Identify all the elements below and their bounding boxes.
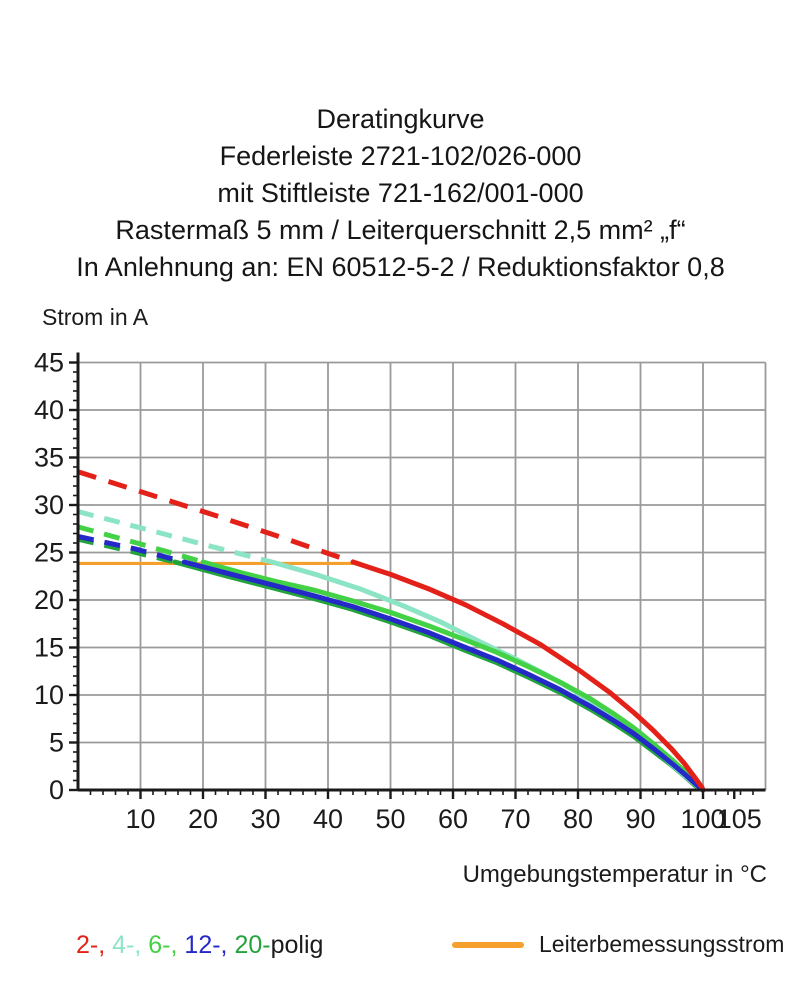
legend-pole-12-label: 12-, <box>184 931 228 959</box>
series-6-polig-dashed <box>77 524 204 565</box>
series-20-polig-dashed <box>77 536 176 565</box>
tick-labels: 0 5 10 15 20 25 30 35 40 45 10 20 30 40 50 60 70 80 90 1001… <box>34 348 762 835</box>
y-tick-label: 0 <box>49 775 64 805</box>
title-line-5: In Anlehnung an: EN 60512-5-2 / Reduktio… <box>76 252 725 282</box>
x-tick-label: 105 <box>717 804 762 834</box>
series-4-polig-dashed <box>77 509 273 565</box>
legend-pole-2-label: 2-, <box>76 931 106 959</box>
chart-title-block: Deratingkurve Federleiste 2721-102/026-0… <box>0 101 801 286</box>
y-tick-label: 15 <box>34 633 64 663</box>
legend-poles-suffix: polig <box>270 931 324 959</box>
x-axis-title: Umgebungstemperatur in °C <box>462 861 767 888</box>
y-tick-label: 20 <box>34 585 64 615</box>
x-tick-label: 10 <box>125 804 155 834</box>
legend-poles: 2-, 4-, 6-, 12-, 20-polig <box>76 931 323 960</box>
title-line-1: Deratingkurve <box>316 104 485 134</box>
series-12-polig-solid <box>181 559 706 793</box>
rated-current-label: Leiterbemessungsstrom <box>539 931 785 957</box>
x-tick-label: 70 <box>500 804 530 834</box>
axis-ticks <box>69 361 754 799</box>
y-tick-label: 5 <box>49 728 64 758</box>
series-2-polig-solid <box>350 559 706 793</box>
title-line-2: Federleiste 2721-102/026-000 <box>219 141 582 171</box>
x-tick-label: 20 <box>188 804 218 834</box>
axes <box>76 352 766 792</box>
title-line-4: Rastermaß 5 mm / Leiterquerschnitt 2,5 m… <box>115 215 686 245</box>
legend-rated-current: Leiterbemessungsstrom <box>452 931 784 958</box>
grid-lines <box>78 361 767 790</box>
series-6-polig-solid <box>200 559 706 793</box>
y-tick-label: 45 <box>34 348 64 378</box>
y-tick-label: 30 <box>34 490 64 520</box>
y-axis-title: Strom in A <box>42 304 149 330</box>
x-tick-label: 80 <box>563 804 593 834</box>
rated-current-line-swatch <box>452 941 524 948</box>
x-tick-label: 100 <box>680 804 725 834</box>
legend-pole-20-label: 20- <box>234 931 271 959</box>
x-tick-label: 50 <box>375 804 405 834</box>
x-tick-label: 90 <box>625 804 655 834</box>
title-line-3: mit Stiftleiste 721-162/001-000 <box>217 178 584 208</box>
y-tick-label: 40 <box>34 395 64 425</box>
y-tick-label: 10 <box>34 680 64 710</box>
x-tick-label: 30 <box>250 804 280 834</box>
series-20-polig-solid <box>172 559 706 793</box>
legend-pole-4-label: 4-, <box>112 931 142 959</box>
legend-pole-6-label: 6-, <box>148 931 178 959</box>
y-tick-label: 25 <box>34 538 64 568</box>
y-tick-label: 35 <box>34 443 64 473</box>
series-12-polig-dashed <box>77 533 185 565</box>
series-2-polig-dashed <box>77 469 354 565</box>
x-tick-label: 60 <box>438 804 468 834</box>
x-tick-label: 40 <box>313 804 343 834</box>
